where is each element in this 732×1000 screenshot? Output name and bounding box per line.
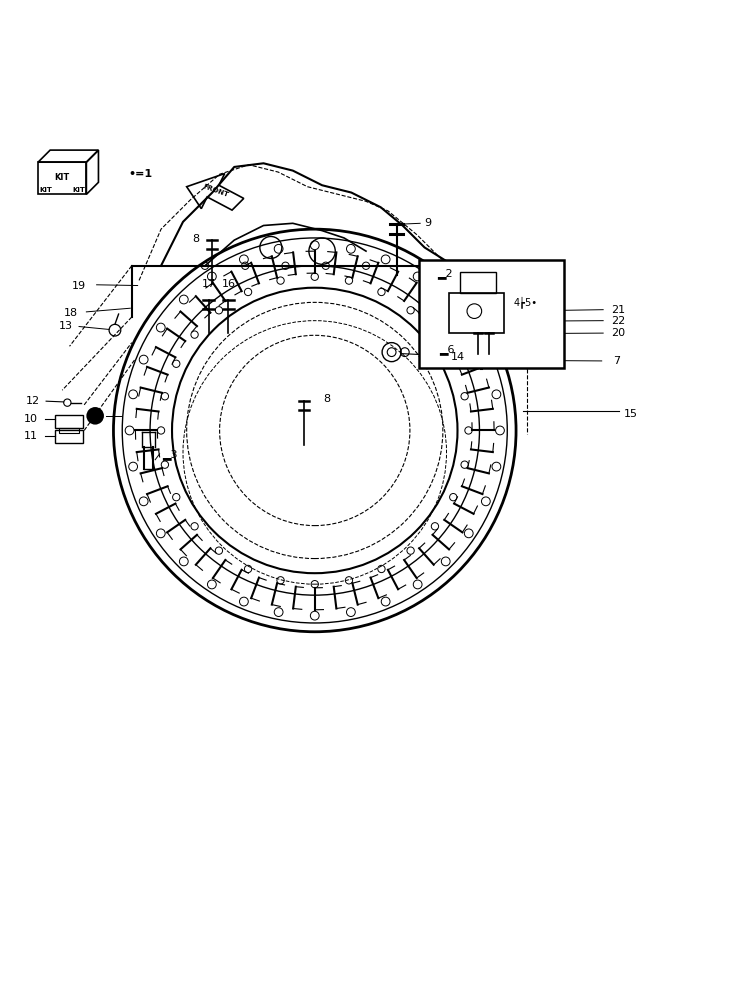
Text: 8: 8: [192, 234, 199, 244]
Text: ▂6: ▂6: [439, 344, 455, 355]
Text: ▂2: ▂2: [437, 268, 453, 279]
Bar: [419, 260, 564, 368]
Text: 22: 22: [610, 316, 625, 326]
Bar: [473, 327, 492, 343]
Text: 14: 14: [450, 352, 465, 362]
Bar: [449, 293, 504, 333]
Text: 16: 16: [221, 279, 236, 289]
Text: 10: 10: [23, 414, 38, 424]
Text: 9: 9: [425, 218, 432, 228]
Bar: [55, 430, 83, 443]
Text: KIT: KIT: [55, 173, 70, 182]
Text: 20: 20: [610, 328, 625, 338]
Bar: [460, 272, 496, 293]
Text: •=1: •=1: [128, 169, 152, 179]
Text: 21: 21: [610, 305, 625, 315]
Text: 19: 19: [72, 281, 86, 291]
Text: ▂3: ▂3: [163, 449, 178, 460]
Bar: [59, 428, 79, 433]
Text: FRONT: FRONT: [202, 184, 230, 199]
Text: 4┢5•: 4┢5•: [514, 296, 537, 308]
Text: KIT: KIT: [40, 187, 53, 193]
Text: KIT: KIT: [72, 187, 85, 193]
Text: 11: 11: [23, 431, 38, 441]
Text: 13: 13: [59, 321, 73, 331]
Circle shape: [86, 407, 104, 425]
Text: 15: 15: [624, 409, 638, 419]
Text: 18: 18: [64, 308, 78, 318]
Text: 17: 17: [201, 279, 216, 289]
Text: 12: 12: [26, 396, 40, 406]
Text: 7: 7: [613, 356, 620, 366]
Text: 8: 8: [324, 394, 331, 404]
Bar: [55, 415, 83, 428]
